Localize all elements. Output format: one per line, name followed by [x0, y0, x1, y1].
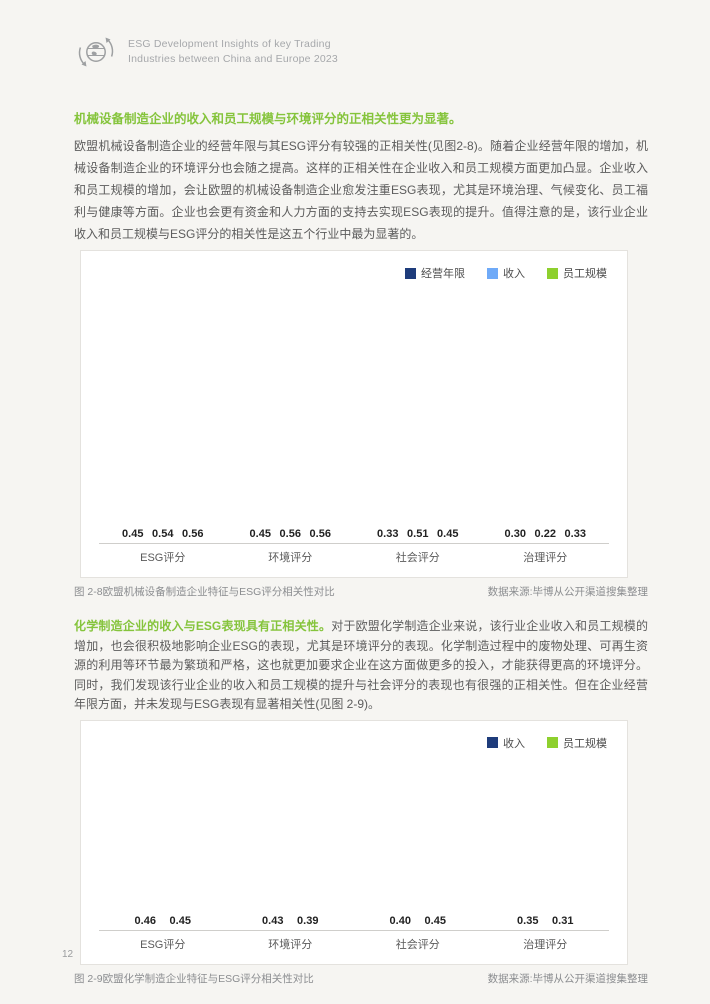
bar-column: 0.56	[309, 528, 331, 543]
bar-column: 0.22	[534, 528, 556, 543]
legend-swatch	[547, 267, 558, 279]
legend-item: 经营年限	[405, 265, 465, 281]
bar-value-label: 0.40	[389, 914, 411, 927]
bar-group: 0.40 0.45	[354, 759, 482, 930]
page-number: 12	[62, 949, 74, 960]
chart-card-2-9: 收入 员工规模 0.46 0.45 0.43 0.39 0.40 0.45 0.35 0.31 …	[80, 719, 628, 965]
bar-value-label: 0.39	[297, 914, 319, 927]
category-label: 治理评分	[523, 552, 568, 564]
bar-column: 0.31	[552, 915, 574, 930]
bar-value-label: 0.30	[504, 528, 526, 540]
legend: 经营年限 收入 员工规模	[99, 263, 609, 289]
bar-value-label: 0.45	[437, 528, 459, 540]
legend-item: 收入	[487, 735, 525, 751]
legend-label: 收入	[503, 737, 525, 750]
bar-column: 0.51	[407, 528, 429, 543]
report-title-line2: Industries between China and Europe 2023	[128, 53, 338, 65]
section1-heading: 机械设备制造企业的收入和员工规模与环境评分的正相关性更为显著。	[74, 112, 462, 126]
bar-group: 0.30 0.22 0.33	[482, 289, 610, 543]
legend-label: 收入	[503, 268, 525, 280]
bar-value-label: 0.51	[407, 528, 429, 540]
chart-card-2-8: 经营年限 收入 员工规模 0.45 0.54 0.56 0.45 0.56 0.56 0.33 0…	[80, 250, 628, 578]
bar-group: 0.33 0.51 0.45	[354, 289, 482, 543]
bar-column: 0.54	[152, 528, 174, 543]
bar-group: 0.46 0.45	[99, 759, 227, 930]
bar-value-label: 0.54	[152, 528, 174, 540]
legend: 收入 员工规模	[99, 733, 609, 759]
bar-column: 0.45	[437, 528, 459, 543]
category-labels: ESG评分 环境评分 社会评分 治理评分	[99, 544, 609, 569]
bar-column: 0.40	[389, 915, 411, 930]
legend-swatch	[487, 737, 498, 748]
legend-item: 员工规模	[547, 735, 607, 751]
category-label: 环境评分	[268, 552, 313, 564]
legend-label: 经营年限	[421, 268, 465, 280]
bar-value-label: 0.43	[262, 914, 284, 927]
report-title: ESG Development Insights of key Trading …	[128, 37, 338, 67]
section2-body-text: 对于欧盟化学制造企业来说，该行业企业收入和员工规模的增加，也会很积极地影响企业E…	[74, 619, 648, 711]
legend-label: 员工规模	[563, 737, 607, 750]
bar-value-label: 0.45	[249, 528, 271, 540]
figure-caption-2-9: 图 2-9欧盟化学制造企业特征与ESG评分相关性对比	[74, 972, 314, 985]
legend-item: 收入	[487, 265, 525, 281]
legend-swatch	[547, 737, 558, 748]
section2-paragraph: 化学制造企业的收入与ESG表现具有正相关性。对于欧盟化学制造企业来说，该行业企业…	[74, 617, 648, 715]
bar-group: 0.35 0.31	[482, 759, 610, 930]
bar-column: 0.33	[564, 528, 586, 543]
figure-caption-2-8: 图 2-8欧盟机械设备制造企业特征与ESG评分相关性对比	[74, 586, 335, 598]
category-label: 治理评分	[523, 938, 568, 951]
data-source-note: 数据来源:毕博从公开渠道搜集整理	[487, 972, 648, 985]
esg-globe-logo	[78, 37, 114, 67]
bar-group: 0.43 0.39	[227, 759, 355, 930]
bar-column: 0.45	[424, 915, 446, 930]
bar-value-label: 0.56	[309, 528, 331, 540]
bar-value-label: 0.35	[517, 914, 539, 927]
bar-column: 0.46	[134, 915, 156, 930]
data-source-note: 数据来源:毕博从公开渠道搜集整理	[487, 586, 648, 598]
bar-column: 0.45	[122, 528, 144, 543]
plot-area: 0.46 0.45 0.43 0.39 0.40 0.45 0.35 0.31	[99, 759, 609, 931]
report-title-line1: ESG Development Insights of key Trading	[128, 38, 331, 50]
bar-value-label: 0.45	[424, 914, 446, 927]
legend-label: 员工规模	[563, 268, 607, 280]
page-header: ESG Development Insights of key Trading …	[74, 30, 648, 74]
category-label: ESG评分	[140, 938, 186, 951]
category-label: 社会评分	[395, 552, 440, 564]
bar-column: 0.45	[169, 915, 191, 930]
section1-paragraph: 欧盟机械设备制造企业的经营年限与其ESG评分有较强的正相关性(见图2-8)。随着…	[74, 139, 648, 241]
bar-column: 0.56	[279, 528, 301, 543]
bar-value-label: 0.31	[552, 914, 574, 927]
bar-value-label: 0.45	[169, 914, 191, 927]
bar-column: 0.35	[517, 915, 539, 930]
bar-column: 0.56	[182, 528, 204, 543]
section2-heading: 化学制造企业的收入与ESG表现具有正相关性。	[74, 619, 332, 633]
category-labels: ESG评分 环境评分 社会评分 治理评分	[99, 931, 609, 956]
bar-column: 0.33	[377, 528, 399, 543]
bar-column: 0.43	[262, 915, 284, 930]
legend-item: 员工规模	[547, 265, 607, 281]
bar-value-label: 0.33	[377, 528, 399, 540]
plot-area: 0.45 0.54 0.56 0.45 0.56 0.56 0.33 0.51 0.45 0.30…	[99, 289, 609, 544]
bar-value-label: 0.46	[134, 914, 156, 927]
category-label: 环境评分	[268, 938, 313, 951]
bar-column: 0.39	[297, 915, 319, 930]
bar-value-label: 0.33	[564, 528, 586, 540]
bar-value-label: 0.45	[122, 528, 144, 540]
bar-value-label: 0.56	[279, 528, 301, 540]
bar-column: 0.45	[249, 528, 271, 543]
bar-value-label: 0.22	[534, 528, 556, 540]
bar-value-label: 0.56	[182, 528, 204, 540]
legend-swatch	[487, 267, 498, 279]
bar-group: 0.45 0.56 0.56	[227, 289, 355, 543]
category-label: 社会评分	[395, 938, 440, 951]
category-label: ESG评分	[140, 552, 186, 564]
legend-swatch	[405, 267, 416, 279]
bar-column: 0.30	[504, 528, 526, 543]
bar-group: 0.45 0.54 0.56	[99, 289, 227, 543]
